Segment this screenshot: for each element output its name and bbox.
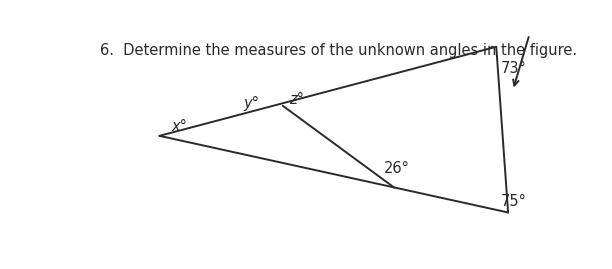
Text: 26°: 26°: [384, 161, 409, 176]
Text: z°: z°: [289, 92, 304, 107]
Text: 75°: 75°: [501, 194, 527, 209]
Text: x°: x°: [171, 119, 187, 134]
Text: 6.  Determine the measures of the unknown angles in the figure.: 6. Determine the measures of the unknown…: [100, 43, 577, 58]
Text: 73°: 73°: [501, 61, 527, 76]
Text: y°: y°: [243, 96, 259, 111]
